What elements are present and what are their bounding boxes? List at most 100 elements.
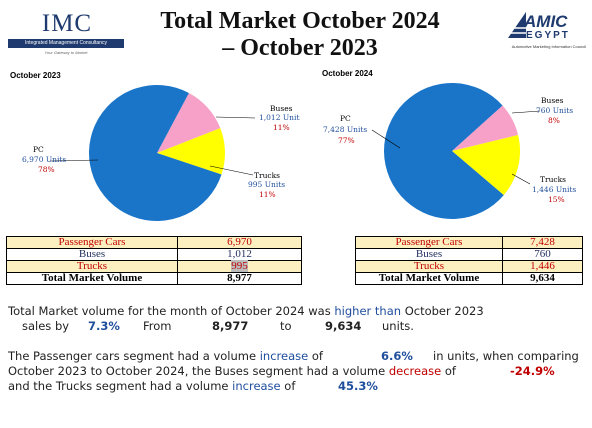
increase-word: increase <box>259 349 309 363</box>
pie-slice-pc <box>384 83 504 220</box>
amic-sub: EGYPT <box>526 30 570 41</box>
label-buses-name: Buses <box>541 96 564 105</box>
p2-line1-a: The Passenger cars segment had a volume … <box>8 349 323 364</box>
label-trucks-units: 995 Units <box>248 180 285 189</box>
amic-triangle-icon <box>508 12 526 38</box>
label-trucks-name: Trucks <box>540 175 566 184</box>
label-buses-units: 1,012 Units <box>259 113 300 122</box>
p2-line1-b: in units, when comparing <box>433 349 579 363</box>
volume-table-oct2023: Passenger Cars 6,970 Buses 1,012 Trucks … <box>6 236 302 285</box>
label-pc-name: PC <box>33 145 44 154</box>
imc-logo-text: IMC <box>41 10 93 37</box>
title-line-1: Total Market October 2024 <box>160 8 440 34</box>
pie-oct2024-slices <box>384 83 520 220</box>
row-value: 995 <box>177 260 302 273</box>
imc-logo-bar: Integrated Management Consultancy <box>8 39 124 48</box>
p1-from: From <box>143 319 172 333</box>
row-label: Buses <box>6 248 178 261</box>
p1-sales-by: sales by <box>22 319 70 333</box>
table-row: Trucks 995 <box>6 260 302 273</box>
total-label: Total Market Volume <box>6 272 178 285</box>
text-span: October 2023 <box>404 304 484 318</box>
chart-title-oct2023: October 2023 <box>10 71 61 80</box>
label-buses-percent: 8% <box>548 116 560 125</box>
direction-text: higher than <box>334 304 402 318</box>
p2-trucks-pct: 45.3% <box>338 379 378 393</box>
text-span: of <box>444 364 456 378</box>
label-pc-percent: 77% <box>338 136 355 145</box>
text-span: of <box>311 349 323 363</box>
decrease-word: decrease <box>388 364 442 378</box>
label-trucks-name: Trucks <box>254 171 280 180</box>
leader-line-pc <box>49 159 99 162</box>
pie-slice-buses <box>157 92 221 153</box>
p1-to: to <box>280 319 292 333</box>
row-label: Passenger Cars <box>6 236 178 249</box>
pie-slice-buses <box>452 105 519 151</box>
row-label: Buses <box>355 248 503 261</box>
label-buses-units: 760 Units <box>536 106 573 115</box>
total-label: Total Market Volume <box>355 272 503 285</box>
label-buses-percent: 11% <box>273 123 290 132</box>
row-label: Passenger Cars <box>355 236 503 249</box>
table-row: Total Market Volume 9,634 <box>355 272 583 285</box>
row-label: Trucks <box>355 260 503 273</box>
text-span: October 2023 to October 2024, the Buses … <box>8 364 386 378</box>
label-buses-name: Buses <box>270 104 293 113</box>
table-row: Total Market Volume 8,977 <box>6 272 302 285</box>
leader-line-trucks <box>511 173 531 185</box>
label-pc-percent: 78% <box>38 165 55 174</box>
pie-slice-pc <box>89 85 222 221</box>
imc-logo: IMC Integrated Management Consultancy Yo… <box>8 10 126 56</box>
p2-line3: and the Trucks segment had a volume incr… <box>8 379 295 394</box>
summary-paragraph-1: Total Market volume for the month of Oct… <box>8 304 588 319</box>
text-span: The Passenger cars segment had a volume <box>8 349 257 363</box>
highlighted-value: 995 <box>231 260 248 272</box>
table-row: Passenger Cars 7,428 <box>355 236 583 249</box>
table-row: Buses 1,012 <box>6 248 302 261</box>
p2-bus-pct: -24.9% <box>510 364 555 378</box>
pie-oct2023-slices <box>89 85 225 221</box>
total-value: 8,977 <box>177 272 302 285</box>
table-row: Passenger Cars 6,970 <box>6 236 302 249</box>
label-trucks-percent: 11% <box>259 190 276 199</box>
leader-line-trucks <box>209 165 254 176</box>
p2-pc-pct: 6.6% <box>381 349 413 363</box>
text-span: Total Market volume for the month of Oct… <box>8 304 331 318</box>
amic-logo: AMIC EGYPT Automotive Marketing Informat… <box>506 10 586 60</box>
table-row: Buses 760 <box>355 248 583 261</box>
label-trucks-percent: 15% <box>548 195 565 204</box>
label-pc-name: PC <box>340 114 351 123</box>
row-value: 6,970 <box>177 236 302 249</box>
amic-name: AMIC <box>524 12 568 31</box>
imc-logo-tagline: Your Gateway to Market <box>44 50 88 55</box>
pie-slice-trucks <box>452 135 520 196</box>
label-pc-units: 6,970 Units <box>22 155 66 164</box>
text-span: and the Trucks segment had a volume <box>8 379 229 393</box>
pie-slice-trucks <box>157 128 225 175</box>
volume-table-oct2024: Passenger Cars 7,428 Buses 760 Trucks 1,… <box>355 236 583 285</box>
leader-line-pc <box>371 129 401 149</box>
p1-value-2023: 8,977 <box>212 319 249 333</box>
p1-units: units. <box>382 319 414 333</box>
amic-desc: Automotive Marketing Information Council <box>511 44 586 49</box>
p2-line2: October 2023 to October 2024, the Buses … <box>8 364 456 379</box>
row-label: Trucks <box>6 260 178 273</box>
row-value: 1,446 <box>502 260 583 273</box>
label-pc-units: 7,428 Units <box>323 125 367 134</box>
row-value: 1,012 <box>177 248 302 261</box>
row-value: 7,428 <box>502 236 583 249</box>
p1-value-2024: 9,634 <box>325 319 362 333</box>
title-line-2: – October 2023 <box>222 35 378 61</box>
chart-title-oct2024: October 2024 <box>322 69 373 78</box>
row-value: 760 <box>502 248 583 261</box>
total-value: 9,634 <box>502 272 583 285</box>
increase-word: increase <box>232 379 281 393</box>
label-trucks-units: 1,446 Units <box>532 185 576 194</box>
pie-chart-oct2023: PC 6,970 Units 78% Buses 1,012 Units 11%… <box>22 85 300 221</box>
p1-growth-pct: 7.3% <box>88 319 120 333</box>
pie-chart-oct2024: PC 7,428 Units 77% Buses 760 Units 8% Tr… <box>323 83 576 220</box>
leader-line-buses <box>215 116 256 119</box>
leader-line-buses <box>511 110 541 114</box>
text-span: of <box>284 379 296 393</box>
